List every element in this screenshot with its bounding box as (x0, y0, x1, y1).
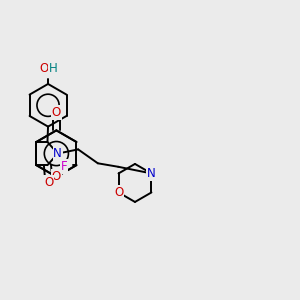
Text: O: O (40, 62, 49, 75)
Text: N: N (53, 147, 62, 160)
Text: N: N (147, 167, 156, 180)
Text: O: O (114, 186, 123, 199)
Text: O: O (52, 170, 61, 183)
Text: O: O (52, 106, 61, 119)
Text: H: H (49, 62, 58, 75)
Text: F: F (61, 160, 67, 173)
Text: O: O (44, 176, 54, 189)
